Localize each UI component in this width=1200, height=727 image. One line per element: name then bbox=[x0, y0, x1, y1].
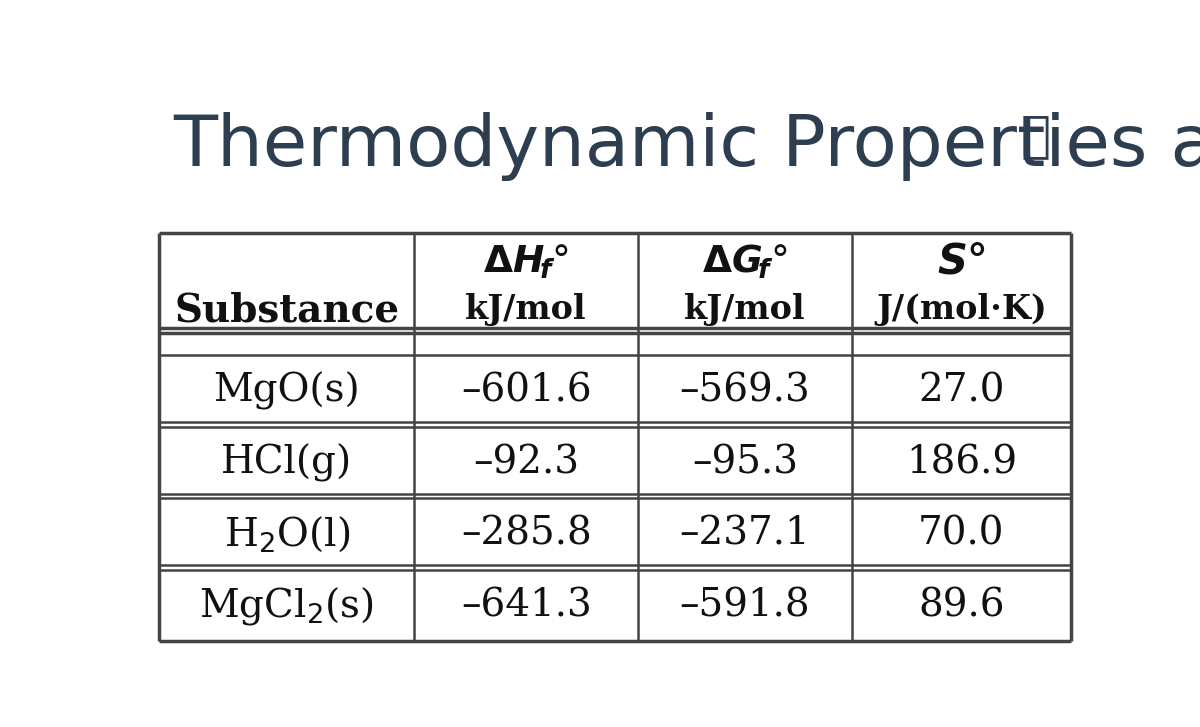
Text: $\boldsymbol{S°}$: $\boldsymbol{S°}$ bbox=[937, 241, 986, 283]
Text: –92.3: –92.3 bbox=[473, 444, 580, 481]
Text: –569.3: –569.3 bbox=[679, 373, 810, 409]
Text: –641.3: –641.3 bbox=[461, 587, 592, 624]
Text: Thermodynamic Properties at 298 K: Thermodynamic Properties at 298 K bbox=[173, 113, 1200, 182]
Text: MgCl$_2$(s): MgCl$_2$(s) bbox=[199, 585, 374, 627]
Text: 70.0: 70.0 bbox=[918, 515, 1004, 553]
Text: $\mathbf{\Delta} \boldsymbol{H}_{\!\boldsymbol{f}}°$: $\mathbf{\Delta} \boldsymbol{H}_{\!\bold… bbox=[484, 242, 569, 281]
Text: kJ/mol: kJ/mol bbox=[466, 293, 587, 326]
Text: –95.3: –95.3 bbox=[692, 444, 798, 481]
Text: HCl(g): HCl(g) bbox=[221, 443, 353, 482]
Text: 27.0: 27.0 bbox=[918, 373, 1004, 409]
Text: $\mathbf{\Delta} \boldsymbol{G}_{\!\boldsymbol{f}}°$: $\mathbf{\Delta} \boldsymbol{G}_{\!\bold… bbox=[702, 242, 787, 281]
Text: 186.9: 186.9 bbox=[906, 444, 1016, 481]
Text: ⧉: ⧉ bbox=[1020, 113, 1050, 161]
Text: –591.8: –591.8 bbox=[679, 587, 810, 624]
Text: –285.8: –285.8 bbox=[461, 515, 592, 553]
Text: Substance: Substance bbox=[174, 292, 400, 330]
Text: –237.1: –237.1 bbox=[679, 515, 810, 553]
Text: –601.6: –601.6 bbox=[461, 373, 592, 409]
Text: J/(mol·K): J/(mol·K) bbox=[876, 293, 1046, 326]
Text: kJ/mol: kJ/mol bbox=[684, 293, 805, 326]
Text: H$_2$O(l): H$_2$O(l) bbox=[223, 515, 350, 554]
Text: 89.6: 89.6 bbox=[918, 587, 1004, 624]
Text: MgO(s): MgO(s) bbox=[214, 372, 360, 410]
